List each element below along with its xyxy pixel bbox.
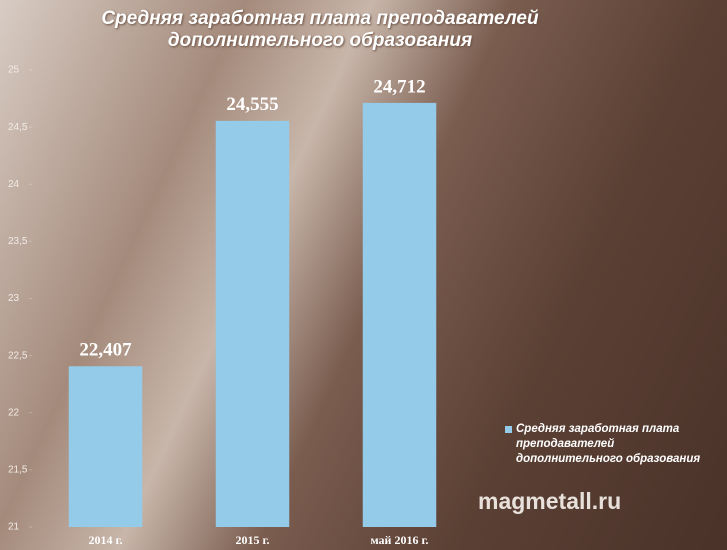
bar bbox=[215, 120, 290, 527]
y-tick-label: 24 bbox=[8, 179, 20, 190]
y-tick-label: 25 bbox=[8, 65, 20, 76]
bar bbox=[362, 102, 437, 528]
chart-title: Средняя заработная плата преподавателей … bbox=[101, 8, 539, 51]
y-tick-label: 23 bbox=[8, 293, 20, 304]
watermark: magmetall.ru bbox=[478, 488, 622, 514]
y-tick-label: 22 bbox=[8, 407, 20, 418]
x-tick-label: 2015 г. bbox=[235, 533, 269, 547]
legend-swatch bbox=[505, 426, 512, 433]
x-tick-label: май 2016 г. bbox=[370, 533, 428, 547]
y-tick-label: 24,5 bbox=[8, 122, 28, 133]
legend-label: Средняя заработная плата преподавателей … bbox=[516, 423, 701, 465]
y-tick-label: 23,5 bbox=[8, 236, 28, 247]
legend: Средняя заработная плата преподавателей … bbox=[505, 422, 705, 467]
value-label: 24,712 bbox=[373, 76, 425, 97]
y-tick-label: 22,5 bbox=[8, 350, 28, 361]
value-label: 22,407 bbox=[79, 340, 132, 361]
y-tick-label: 21,5 bbox=[8, 465, 28, 476]
value-label: 24,555 bbox=[226, 94, 278, 115]
bar bbox=[68, 366, 143, 527]
x-tick-label: 2014 г. bbox=[88, 533, 122, 547]
y-tick-label: 21 bbox=[8, 522, 20, 533]
